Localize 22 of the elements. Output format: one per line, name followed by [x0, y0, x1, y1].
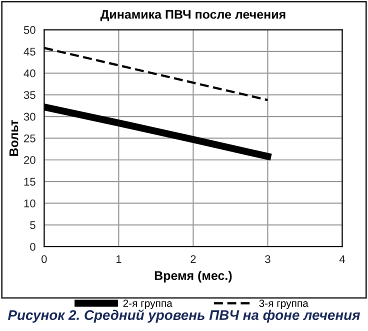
y-tick-label: 50: [24, 26, 36, 34]
text: Рисунок 2. Средний уровень ПВЧ на фоне лечения: [8, 309, 360, 323]
y-tick-label: 35: [24, 91, 36, 99]
y-tick-label: 30: [24, 112, 36, 121]
x-tick-label: 3: [265, 255, 270, 264]
legend-label: 3-я группа: [259, 300, 308, 310]
x-tick-label: 0: [42, 255, 47, 264]
legend-label: 2-я группа: [123, 300, 172, 310]
y-tick-label: 0: [30, 242, 36, 251]
x-axis-title: Время (мес.): [154, 270, 232, 282]
y-tick-label: 45: [24, 48, 36, 56]
y-tick-label: 15: [24, 178, 36, 186]
y-tick-label: 5: [30, 221, 36, 230]
y-tick-label: 40: [24, 69, 36, 78]
chart-title: Динамика ПВЧ после лечения: [100, 10, 286, 22]
y-tick-label: 10: [24, 200, 36, 208]
y-tick-label: 25: [24, 134, 36, 142]
x-tick-label: 1: [116, 255, 122, 263]
y-axis-title: Вольт: [10, 120, 18, 156]
y-tick-label: 20: [24, 156, 36, 164]
x-tick-label: 2: [190, 255, 196, 263]
x-tick-label: 4: [339, 255, 346, 263]
